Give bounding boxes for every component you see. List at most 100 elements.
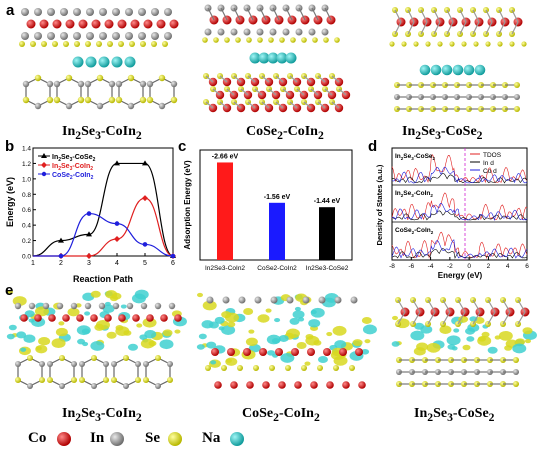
density-lobe: [420, 325, 433, 334]
atom-co: [26, 19, 36, 29]
density-lobe: [162, 329, 173, 337]
chart-b-ytick: 1.4: [22, 146, 31, 153]
legend-na-ball: [230, 432, 244, 446]
atom-co: [132, 314, 140, 322]
atom-in: [14, 302, 22, 310]
atom-se: [425, 41, 431, 47]
dos-ind-curve: [391, 248, 528, 259]
atom: [111, 377, 117, 383]
series-point: [86, 211, 92, 216]
density-lobe: [446, 335, 461, 346]
atom-se: [205, 365, 211, 371]
chart-d-panel-label-2: In2Se3-CoIn2: [395, 190, 433, 198]
density-lobe: [333, 355, 348, 366]
atom-co: [278, 381, 286, 389]
atom-in: [60, 32, 68, 40]
atom-se: [41, 41, 47, 47]
density-lobe: [23, 334, 36, 343]
atom: [123, 355, 129, 361]
atom-co: [52, 19, 62, 29]
atom-co: [39, 19, 49, 29]
atom-in: [206, 296, 214, 304]
atom-se: [224, 37, 230, 43]
atom: [108, 96, 116, 104]
atom-se: [107, 41, 113, 47]
svg-text:In2Se3-CoIn2: In2Se3-CoIn2: [52, 163, 93, 172]
structure-a3-slab: [389, 7, 527, 47]
atom-co: [143, 19, 153, 29]
chart-d-xlabel: Energy (eV): [438, 271, 483, 280]
atom-in: [295, 28, 303, 36]
atom-na: [430, 64, 442, 76]
density-lobe: [90, 290, 101, 298]
atom: [59, 355, 65, 361]
density-lobe: [127, 343, 138, 351]
atom-se: [85, 41, 91, 47]
atom: [22, 96, 30, 104]
atom-se: [509, 31, 515, 37]
atom: [143, 361, 149, 367]
chart-d-xtick: 0: [467, 263, 471, 270]
atom: [115, 80, 123, 88]
density-lobe: [361, 348, 370, 355]
density-lobe: [136, 323, 143, 328]
atom: [91, 383, 97, 389]
density-lobe: [453, 328, 460, 333]
atom-in: [112, 302, 120, 310]
density-lobe: [214, 316, 225, 324]
atom-se: [213, 37, 219, 43]
density-lobe: [296, 341, 307, 349]
atom-se: [413, 41, 419, 47]
density-lobe: [51, 338, 66, 349]
chart-d-xtick: 4: [506, 263, 510, 270]
chart-d-xtick: -4: [428, 263, 434, 270]
structure-a1-sodium-row: [72, 56, 136, 68]
density-lobe: [198, 333, 207, 340]
density-lobe: [524, 338, 531, 344]
density-lobe: [225, 358, 232, 363]
density-lobe: [257, 314, 270, 323]
atom-in: [34, 8, 42, 16]
atom: [139, 96, 147, 104]
atom: [65, 74, 73, 82]
atom: [155, 383, 161, 389]
atom-in: [269, 28, 277, 36]
charge-density-e1: [6, 289, 187, 389]
panel-label-e: e: [5, 282, 14, 299]
legend-in-label: In: [90, 430, 105, 446]
legend-in-ball: [110, 432, 124, 446]
atom: [111, 361, 117, 367]
panel-label-c: c: [178, 138, 187, 155]
atom-se: [269, 365, 275, 371]
bar-In2Se3-CoSe2: [319, 207, 335, 260]
charge-density-e3: [391, 297, 537, 387]
atom: [127, 74, 135, 82]
dos-ind-curve: [391, 210, 528, 221]
series-point: [142, 160, 148, 166]
density-lobe: [267, 350, 276, 356]
density-lobe: [120, 304, 127, 309]
atom: [27, 383, 33, 389]
density-lobe: [265, 308, 272, 313]
atom-in: [84, 302, 92, 310]
atom-co: [262, 381, 270, 389]
atom: [513, 357, 519, 363]
atom: [108, 80, 116, 88]
panel-label-d: d: [368, 138, 378, 155]
atom-in: [98, 302, 106, 310]
atom-in: [73, 32, 81, 40]
atom-co: [104, 19, 114, 29]
bar-value-label: -1.44 eV: [314, 198, 341, 205]
bar-CoSe2-CoIn2: [269, 202, 285, 260]
atom-in: [138, 8, 146, 16]
legend-na-label: Na: [202, 430, 221, 446]
dos-cod-curve: [391, 239, 528, 259]
atom-in: [217, 28, 225, 36]
density-lobe: [16, 331, 27, 339]
density-lobe: [196, 344, 205, 350]
atom: [158, 102, 166, 110]
density-lobe: [6, 333, 15, 340]
density-lobe: [391, 341, 400, 347]
atom-na: [441, 64, 453, 76]
density-lobe: [58, 321, 65, 326]
